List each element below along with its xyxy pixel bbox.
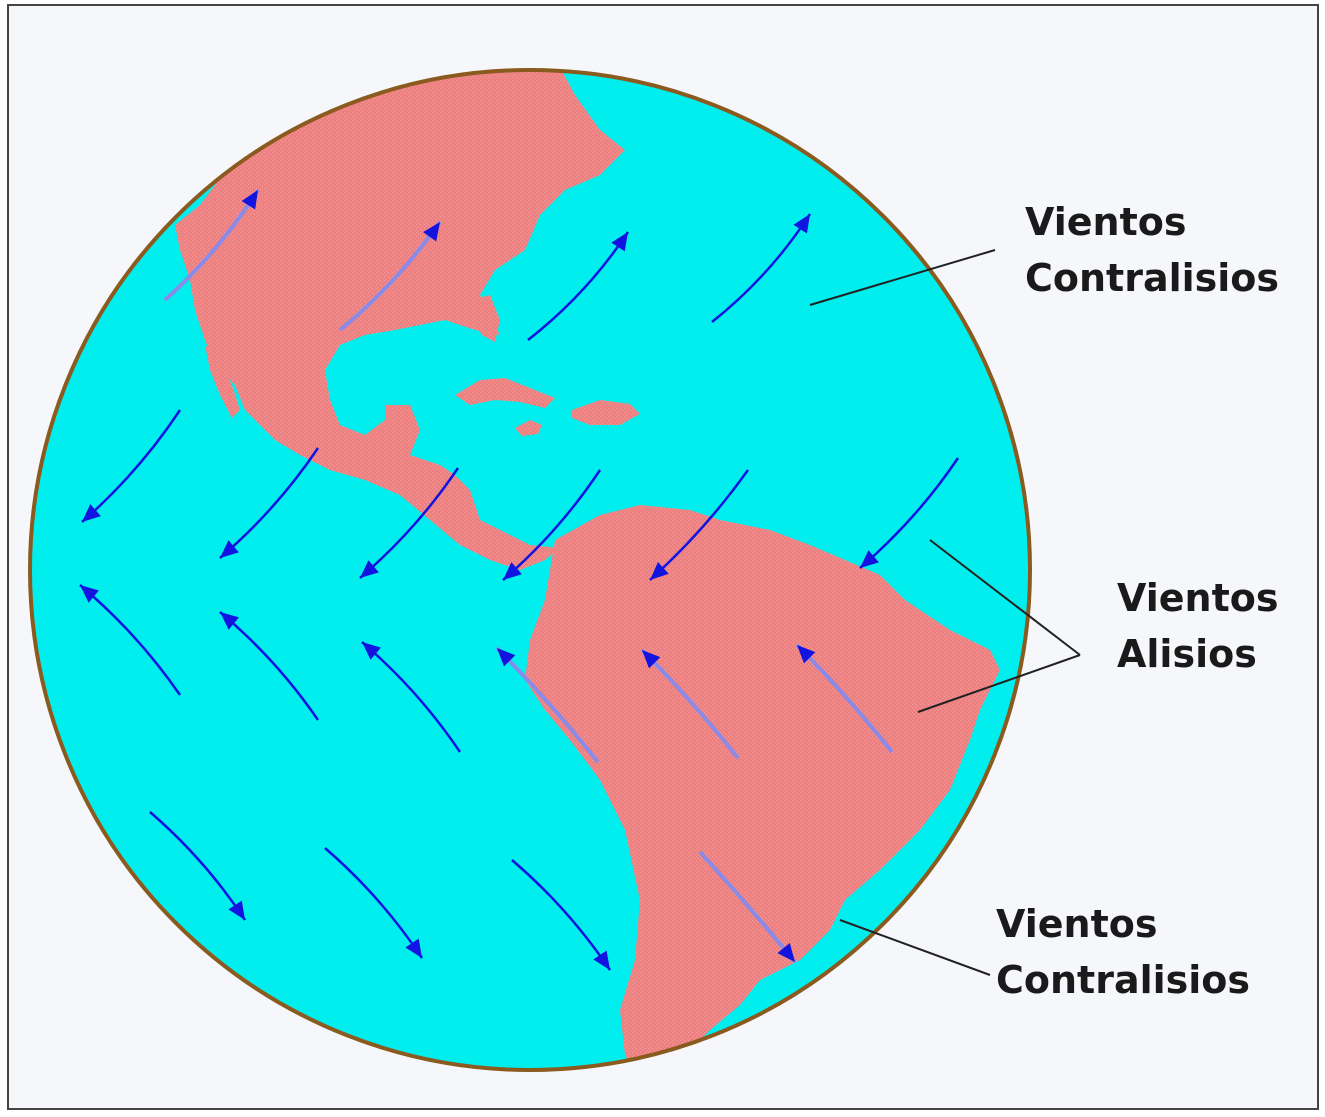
wind-arrow (324, 847, 424, 959)
wind-arrow (163, 188, 260, 302)
wind-arrow (859, 457, 960, 569)
wind-arrow (711, 213, 812, 323)
leader-lines (809, 249, 1081, 976)
wind-arrow (219, 611, 320, 721)
baja-california-landmass (205, 345, 240, 418)
wind-arrow-head (360, 560, 379, 578)
wind-arrow-head (793, 214, 810, 234)
wind-arrow (79, 584, 182, 696)
label-line: Contralisios (1025, 256, 1280, 300)
wind-arrow (640, 648, 740, 760)
label-contralisios-north: Vientos Contralisios (1025, 194, 1279, 306)
wind-arrow-head (650, 561, 669, 580)
wind-arrow (338, 220, 442, 332)
label-alisios: Vientos Alisios (1117, 570, 1278, 682)
wind-arrow (495, 646, 600, 764)
wind-arrow-head (777, 942, 795, 962)
label-line: Alisios (1117, 632, 1257, 676)
label-contralisios-south: Vientos Contralisios (996, 896, 1250, 1008)
label-line: Vientos (1117, 576, 1279, 620)
wind-arrow-head (241, 190, 258, 210)
wind-arrow (359, 467, 460, 579)
wind-arrow-head (593, 950, 610, 970)
cuba-island (455, 378, 555, 408)
label-line: Vientos (1025, 200, 1187, 244)
wind-arrow (795, 643, 894, 754)
wind-arrow-head (497, 648, 516, 667)
wind-arrow (81, 409, 182, 523)
wind-arrow-head (220, 612, 239, 630)
florida-landmass (470, 295, 500, 342)
wind-arrow-head (860, 550, 879, 568)
wind-arrows (79, 188, 960, 971)
wind-arrow (698, 850, 797, 964)
leader-line-middle-b (917, 654, 1081, 713)
wind-arrow (361, 641, 462, 753)
globe-outline (28, 68, 1032, 1072)
label-line: Contralisios (996, 958, 1251, 1002)
wind-arrow (219, 447, 320, 559)
wind-arrow (649, 469, 750, 581)
wind-arrow-head (611, 232, 628, 252)
wind-arrow-head (80, 585, 99, 603)
north-america-landmass (175, 70, 625, 570)
wind-arrow-head (503, 562, 522, 580)
wind-arrow-head (362, 642, 381, 660)
wind-arrow (527, 231, 630, 341)
wind-arrow-head (642, 650, 661, 669)
jamaica-island (515, 420, 542, 436)
wind-arrow (502, 469, 602, 581)
wind-arrow-head (423, 222, 440, 242)
label-line: Vientos (996, 902, 1158, 946)
leader-line-bottom (839, 919, 991, 976)
wind-arrow (149, 811, 247, 921)
wind-arrow-head (797, 645, 816, 664)
wind-arrow (511, 859, 612, 971)
hispaniola-island (572, 400, 640, 425)
wind-arrow-head (228, 900, 245, 920)
wind-arrow-head (82, 504, 101, 522)
wind-arrow-head (220, 540, 239, 558)
leader-line-top (809, 249, 996, 306)
wind-arrow-head (405, 938, 422, 958)
leader-line-middle-a (929, 539, 1081, 656)
